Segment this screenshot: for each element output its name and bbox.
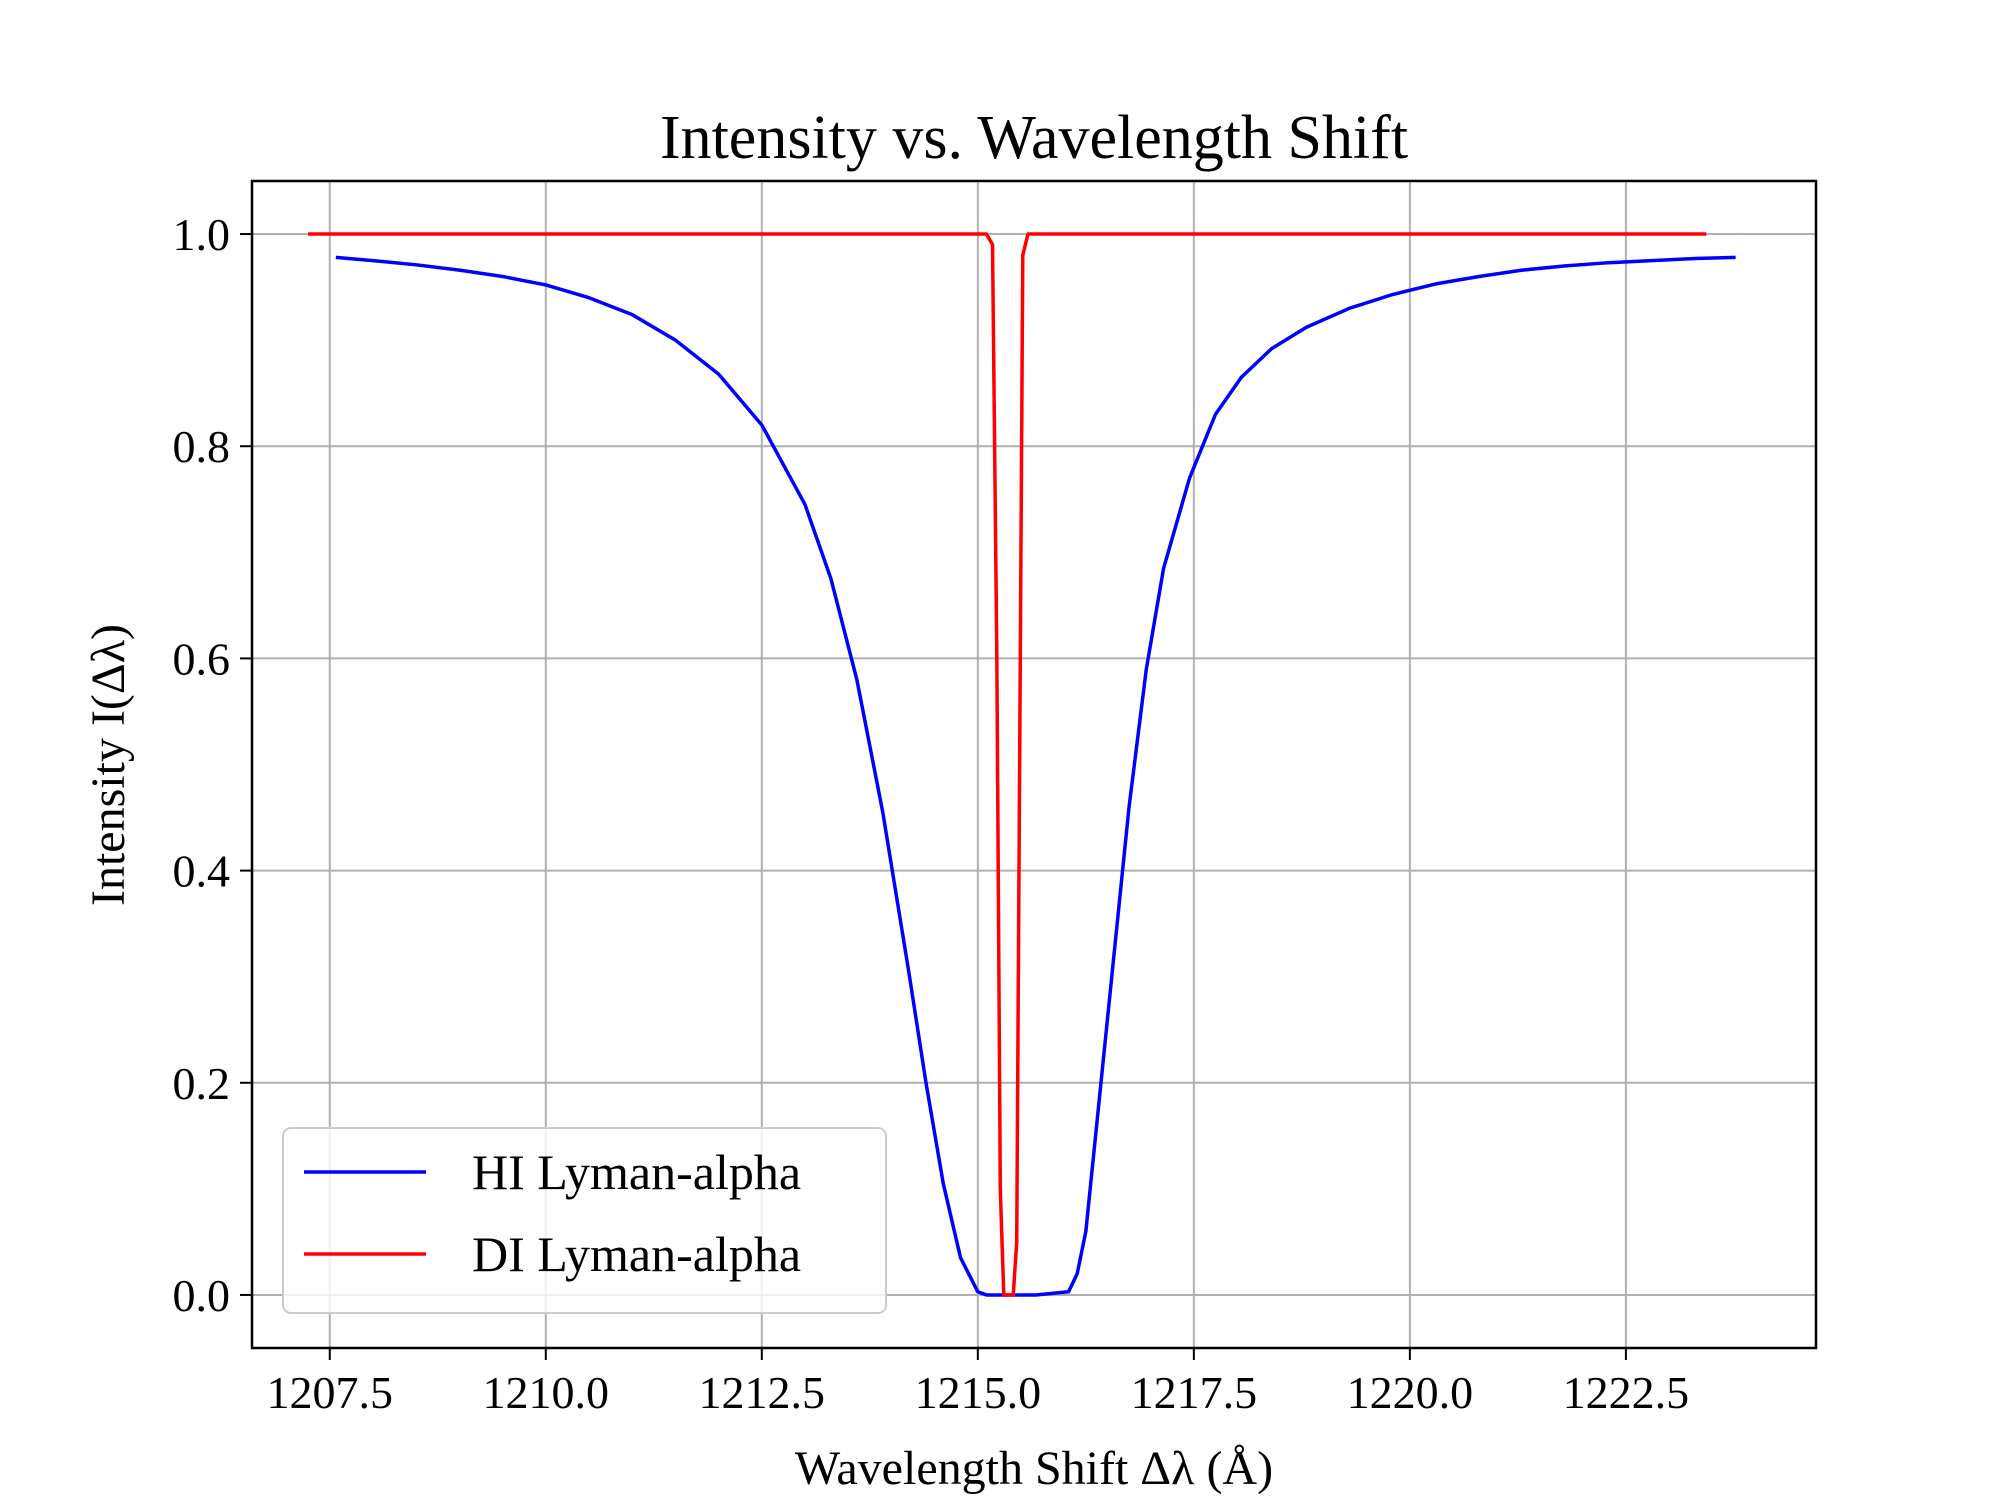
plot-frame — [250, 179, 1818, 1350]
x-tick-label: 1207.5 — [267, 1367, 394, 1418]
series-line-di-lyman-alpha — [308, 232, 1707, 1297]
series-line-hi-lyman-alpha — [335, 255, 1736, 1297]
x-tick-label: 1210.0 — [483, 1367, 610, 1418]
x-tick-label: 1215.0 — [915, 1367, 1042, 1418]
y-tick-label: 0.0 — [173, 1270, 231, 1321]
y-axis-label: Intensity I(Δλ) — [82, 624, 135, 906]
legend: HI Lyman-alpha DI Lyman-alpha — [282, 1127, 887, 1314]
legend-label-hi: HI Lyman-alpha — [472, 1144, 801, 1200]
y-tick-label: 0.6 — [173, 633, 231, 684]
x-axis-label: Wavelength Shift Δλ (Å) — [795, 1442, 1273, 1495]
series-lines — [308, 232, 1736, 1297]
legend-label-di: DI Lyman-alpha — [472, 1226, 801, 1282]
x-tick-label: 1217.5 — [1131, 1367, 1258, 1418]
chart-title: Intensity vs. Wavelength Shift — [660, 104, 1408, 172]
x-tick-label: 1220.0 — [1347, 1367, 1474, 1418]
x-tick-label: 1212.5 — [699, 1367, 826, 1418]
legend-box — [282, 1127, 887, 1314]
x-tick-label: 1222.5 — [1563, 1367, 1690, 1418]
y-tick-label: 0.8 — [173, 421, 231, 472]
y-tick-label: 0.4 — [173, 846, 231, 897]
y-tick-label: 1.0 — [173, 209, 231, 260]
axis-ticks: 1207.5 1210.0 1212.5 1215.0 1217.5 1220.0 1222… — [173, 209, 1690, 1418]
y-tick-label: 0.2 — [173, 1058, 231, 1109]
